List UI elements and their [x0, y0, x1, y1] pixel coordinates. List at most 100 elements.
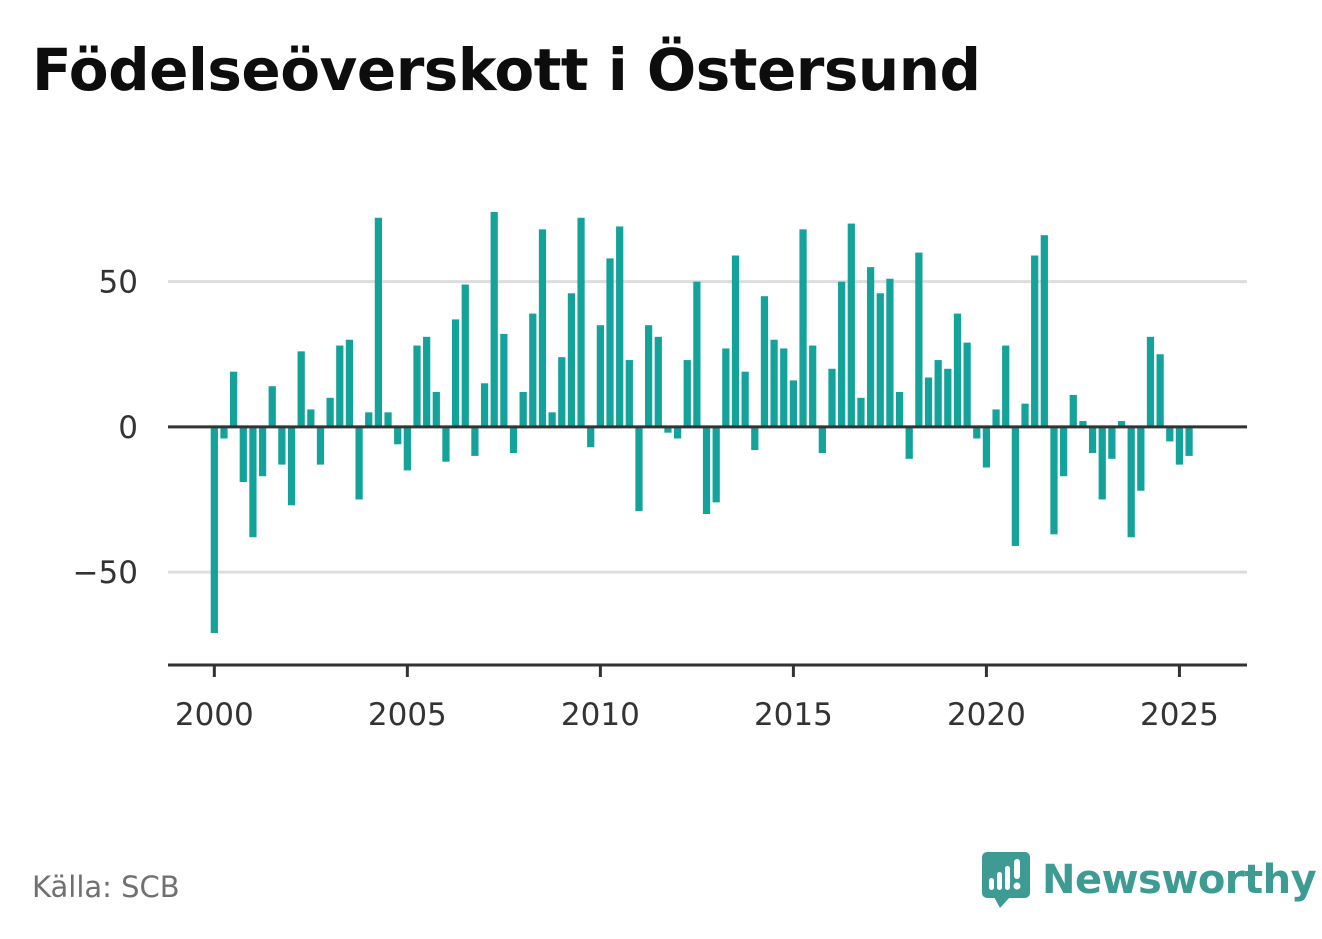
bar [1175, 426, 1184, 465]
bar [1127, 426, 1135, 538]
bar [693, 281, 701, 427]
x-tick-label: 2000 [175, 697, 254, 733]
bar [239, 426, 247, 483]
bar [548, 412, 556, 427]
bar [596, 325, 604, 427]
bar [500, 333, 508, 427]
bar [992, 409, 1000, 427]
bar [683, 360, 691, 427]
bar [538, 229, 547, 427]
bar [866, 267, 875, 427]
bar [1088, 426, 1097, 453]
bar [480, 383, 489, 427]
bar [394, 426, 402, 445]
bar [210, 426, 218, 634]
bar [915, 252, 923, 427]
bar [384, 412, 392, 427]
bar [316, 426, 325, 465]
brand-name: Newsworthy [1042, 857, 1317, 903]
bar [1185, 426, 1193, 456]
bar [944, 368, 952, 427]
bar [751, 426, 759, 451]
source-note: Källa: SCB [32, 870, 180, 904]
bar [722, 348, 730, 427]
bar [847, 223, 855, 427]
bar [432, 392, 440, 427]
bar [895, 392, 904, 427]
bar [1108, 426, 1116, 459]
bar [799, 229, 807, 427]
bar [770, 339, 778, 427]
bar [326, 397, 334, 427]
bar [789, 380, 798, 427]
bar [355, 426, 363, 500]
bar [876, 293, 884, 427]
bar [258, 426, 267, 477]
bar [731, 255, 740, 427]
bar [220, 426, 228, 439]
bar [924, 377, 933, 427]
bar [625, 360, 633, 427]
bar [509, 426, 518, 453]
bar [461, 284, 469, 427]
bar [760, 296, 769, 427]
bar [654, 336, 662, 427]
bar [307, 409, 315, 427]
bar [712, 426, 720, 503]
bar [345, 339, 354, 427]
bar [934, 360, 942, 427]
bar [664, 426, 672, 433]
bar [606, 258, 614, 427]
bar [1156, 354, 1164, 427]
bar [702, 426, 711, 514]
bar [1060, 426, 1068, 477]
bar [374, 217, 383, 427]
bar [838, 281, 846, 427]
y-tick-label: 50 [99, 265, 138, 301]
bar [365, 412, 373, 427]
bars [210, 211, 1193, 634]
bar [645, 325, 653, 427]
bar [1050, 426, 1058, 535]
y-tick-label: 0 [118, 410, 138, 446]
bar [519, 392, 527, 427]
x-tick-label: 2025 [1140, 697, 1219, 733]
bar [268, 386, 276, 427]
bar [287, 426, 296, 506]
bar [1002, 345, 1010, 427]
bar [249, 426, 257, 538]
bar [1011, 426, 1019, 546]
bar [828, 368, 836, 427]
bar [587, 426, 595, 448]
bar [673, 426, 682, 439]
bar [741, 371, 749, 427]
bar [471, 426, 479, 456]
bar [973, 426, 981, 439]
bar [1117, 421, 1126, 427]
bar [490, 211, 498, 427]
bar [230, 371, 238, 427]
bar [1079, 421, 1087, 427]
bar [635, 426, 643, 512]
bar [1137, 426, 1145, 491]
bar [886, 278, 894, 427]
bar [809, 345, 817, 427]
bar [1031, 255, 1039, 427]
bar [1040, 235, 1048, 427]
bar [982, 426, 991, 468]
bar [336, 345, 344, 427]
newsworthy-logo-icon [982, 852, 1030, 908]
x-tick-label: 2010 [561, 697, 640, 733]
y-tick-label: −50 [73, 555, 138, 591]
bar [451, 319, 460, 427]
bar [780, 348, 788, 427]
bar [1069, 394, 1077, 427]
bar [423, 336, 431, 427]
bar [403, 426, 411, 471]
bar [1166, 426, 1174, 442]
bar [1098, 426, 1106, 500]
bar [567, 293, 576, 427]
bar-chart: −50 0 50 2000 2005 2010 2015 2020 2025 [73, 211, 1247, 733]
bar [278, 426, 286, 465]
tick-labels: −50 0 50 2000 2005 2010 2015 2020 2025 [73, 265, 1219, 733]
